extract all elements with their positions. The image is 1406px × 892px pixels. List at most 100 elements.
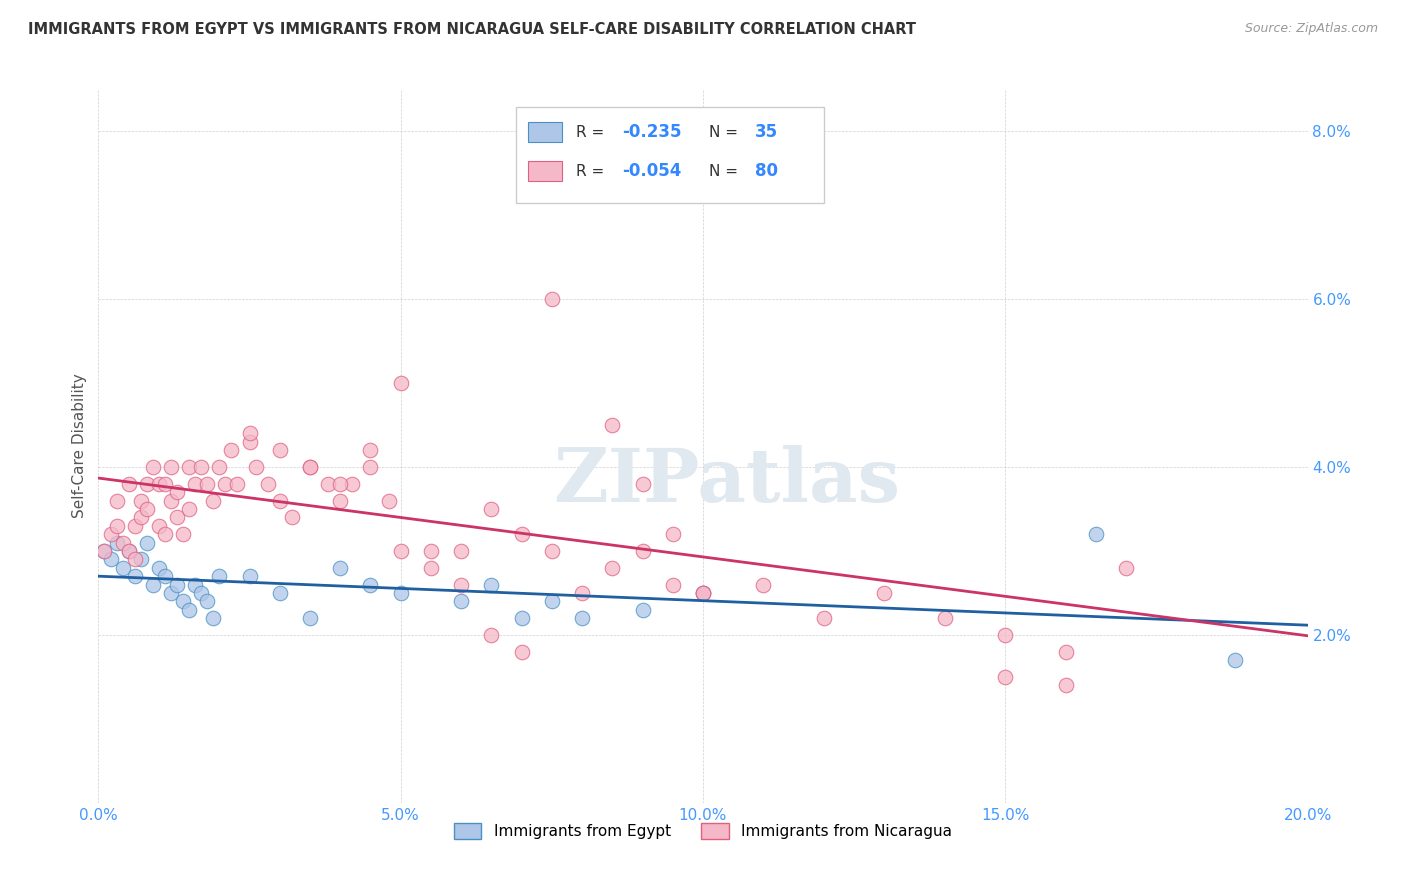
Point (226, 476, 249, 491)
Point (571, 586, 593, 600)
Point (105, 493, 128, 508)
FancyBboxPatch shape (527, 122, 561, 142)
Point (208, 569, 231, 583)
Point (510, 611, 533, 625)
Point (389, 544, 412, 558)
Point (153, 527, 176, 541)
Point (160, 493, 183, 508)
Text: ZIPatlas: ZIPatlas (554, 445, 901, 518)
Point (661, 577, 683, 591)
Point (631, 603, 654, 617)
Point (360, 460, 382, 475)
Point (239, 569, 262, 583)
Point (118, 544, 141, 558)
Point (148, 476, 170, 491)
Point (118, 476, 141, 491)
Text: Source: ZipAtlas.com: Source: ZipAtlas.com (1244, 22, 1378, 36)
Point (160, 460, 183, 475)
Point (316, 476, 339, 491)
Point (481, 502, 503, 516)
Point (208, 460, 231, 475)
Point (377, 493, 399, 508)
Point (420, 560, 443, 574)
Point (179, 502, 201, 516)
Point (166, 485, 188, 500)
Point (692, 586, 714, 600)
Point (153, 569, 176, 583)
Point (111, 535, 134, 549)
Point (450, 577, 472, 591)
Point (166, 577, 188, 591)
Point (1054, 678, 1077, 692)
Point (813, 611, 835, 625)
Point (571, 183, 593, 197)
Point (190, 460, 212, 475)
Point (202, 611, 225, 625)
Text: -0.235: -0.235 (621, 123, 682, 141)
Point (631, 544, 654, 558)
Point (571, 611, 593, 625)
FancyBboxPatch shape (516, 107, 824, 203)
Point (239, 434, 262, 449)
Point (602, 417, 624, 432)
Point (256, 476, 278, 491)
Point (195, 476, 218, 491)
Point (184, 476, 207, 491)
Point (299, 611, 322, 625)
Point (93, 544, 115, 558)
Point (184, 577, 207, 591)
Point (239, 426, 262, 441)
Point (172, 594, 194, 608)
Point (111, 560, 134, 574)
Point (100, 552, 122, 566)
Point (1085, 527, 1108, 541)
Point (360, 443, 382, 458)
Point (631, 476, 654, 491)
Point (994, 670, 1017, 684)
Point (179, 603, 201, 617)
Point (129, 510, 152, 524)
Point (124, 569, 146, 583)
Point (135, 476, 157, 491)
Point (420, 544, 443, 558)
Text: 35: 35 (755, 123, 778, 141)
Point (602, 560, 624, 574)
Point (269, 586, 291, 600)
Text: N =: N = (709, 164, 742, 178)
Point (148, 560, 170, 574)
Point (202, 493, 225, 508)
Point (190, 586, 212, 600)
Point (481, 628, 503, 642)
Point (105, 535, 128, 549)
Point (135, 502, 157, 516)
Text: N =: N = (709, 125, 742, 139)
Point (148, 518, 170, 533)
Legend: Immigrants from Egypt, Immigrants from Nicaragua: Immigrants from Egypt, Immigrants from N… (449, 817, 957, 845)
Point (661, 527, 683, 541)
Point (1223, 653, 1246, 667)
Point (389, 586, 412, 600)
Point (1115, 560, 1137, 574)
Point (269, 443, 291, 458)
Point (281, 510, 304, 524)
Point (179, 460, 201, 475)
Point (124, 518, 146, 533)
Point (299, 460, 322, 475)
Text: R =: R = (576, 164, 609, 178)
FancyBboxPatch shape (527, 161, 561, 181)
Point (692, 586, 714, 600)
Point (172, 527, 194, 541)
Point (118, 544, 141, 558)
Point (510, 645, 533, 659)
Y-axis label: Self-Care Disability: Self-Care Disability (72, 374, 87, 518)
Point (450, 544, 472, 558)
Point (389, 376, 412, 390)
Point (160, 586, 183, 600)
Point (540, 292, 562, 306)
Point (221, 443, 243, 458)
Point (540, 544, 562, 558)
Point (269, 493, 291, 508)
Point (195, 594, 218, 608)
Point (124, 552, 146, 566)
Text: -0.054: -0.054 (621, 162, 682, 180)
